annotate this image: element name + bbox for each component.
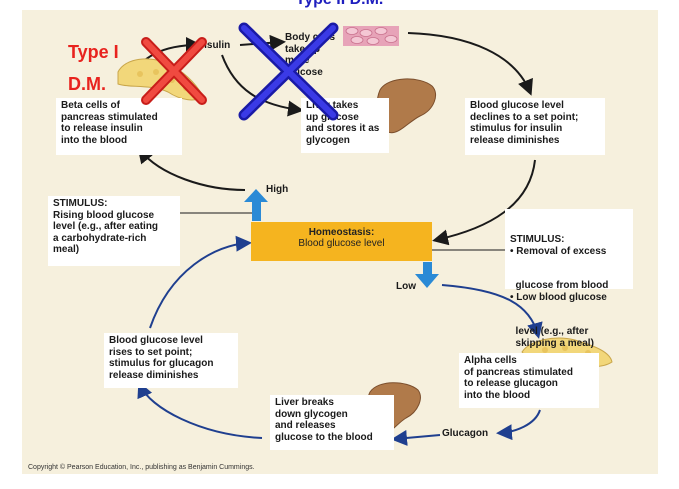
- type1-label-line2: D.M.: [68, 74, 106, 94]
- beta-cells-box: Beta cells of pancreas stimulated to rele…: [56, 98, 182, 155]
- alpha-cells-box: Alpha cells of pancreas stimulated to rel…: [459, 353, 599, 408]
- homeostasis-box: Homeostasis: Blood glucose level: [251, 222, 432, 261]
- red-x-mark: [141, 37, 207, 105]
- low-label: Low: [396, 281, 416, 292]
- liver-breaks-box: Liver breaks down glycogen and releases gl…: [270, 395, 394, 450]
- blue-x-mark: [238, 22, 339, 121]
- insulin-label: Insulin: [198, 40, 231, 51]
- diagram-title: Type II D.M.: [0, 0, 679, 9]
- bg-declines-box: Blood glucose level declines to a set poi…: [465, 98, 605, 155]
- high-label: High: [266, 184, 289, 195]
- arrow-rises-to-homeostasis: [149, 235, 252, 329]
- arrow-bodycells-to-declines: [407, 32, 533, 96]
- stimulus-rising-box: STIMULUS: Rising blood glucose level (e.g…: [48, 196, 180, 266]
- arrow-alpha-to-glucagon: [496, 409, 541, 441]
- arrow-declines-to-homeostasis: [432, 159, 536, 246]
- arrow-insulin-to-liver: [221, 54, 304, 117]
- arrow-high-to-beta: [137, 146, 246, 191]
- bg-rises-box: Blood glucose level rises to set point; s…: [104, 333, 238, 388]
- stimulus-low-box: STIMULUS: • Removal of excess glucose fro…: [505, 209, 633, 349]
- body-cells-icon: [343, 26, 399, 46]
- type1-label-line1: Type I: [68, 42, 119, 62]
- copyright-notice: Copyright © Pearson Education, Inc., pub…: [28, 464, 255, 471]
- homeostasis-title: Homeostasis:: [308, 227, 375, 238]
- arrow-low-to-alpha: [441, 284, 543, 339]
- low-arrow-icon: [415, 262, 439, 288]
- homeostasis-subtitle: Blood glucose level: [298, 238, 385, 249]
- arrow-glucagon-to-liver: [391, 429, 441, 446]
- arrow-liver-to-rises: [137, 381, 263, 439]
- glucagon-label: Glucagon: [442, 428, 489, 439]
- high-arrow-icon: [244, 189, 268, 221]
